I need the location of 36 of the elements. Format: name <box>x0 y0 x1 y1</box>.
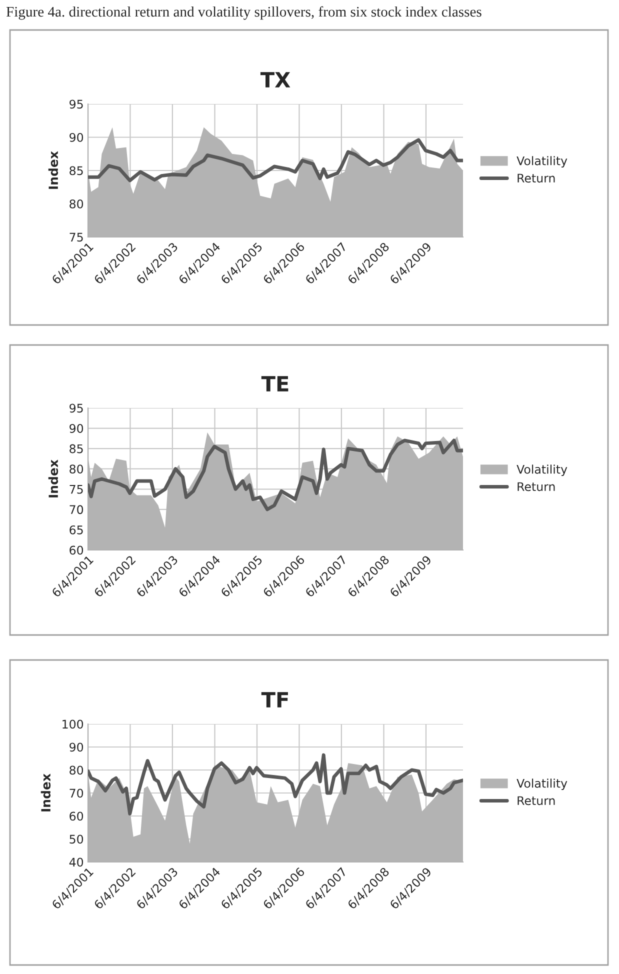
y-tick-label: 75 <box>70 232 83 242</box>
y-tick-label: 90 <box>70 424 84 433</box>
legend-label: Return <box>518 174 555 183</box>
y-tick-label: 60 <box>70 812 84 821</box>
y-tick-label: 85 <box>70 444 83 454</box>
y-tick-label: 90 <box>70 132 84 142</box>
y-tick-label: 60 <box>70 546 84 555</box>
y-tick-label: 95 <box>70 404 83 413</box>
y-tick-label: 80 <box>70 464 84 474</box>
legend-label: Volatility <box>516 156 568 168</box>
chart-title: TE <box>261 376 288 392</box>
y-tick-label: 70 <box>70 505 84 514</box>
y-tick-label: 85 <box>70 166 83 176</box>
legend-label: Volatility <box>516 778 568 790</box>
y-axis-title: Index <box>48 151 58 189</box>
chart-title: TX <box>260 72 290 88</box>
line-series <box>88 753 463 816</box>
y-tick-label: 100 <box>62 720 84 729</box>
line-series <box>88 438 463 512</box>
y-tick-label: 65 <box>70 525 83 534</box>
y-axis-title: Index <box>48 460 58 498</box>
chart-title: TF <box>261 692 288 708</box>
y-tick-label: 80 <box>70 199 84 208</box>
legend-label: Volatility <box>516 464 568 476</box>
y-tick-label: 90 <box>70 742 84 752</box>
legend-label: Return <box>518 796 555 806</box>
y-tick-label: 75 <box>70 485 83 494</box>
caption: Figure 4a. directional return and volatility spillovers, from six stock index classes <box>6 6 482 20</box>
y-axis-title: Index <box>40 774 51 812</box>
y-tick-label: 80 <box>70 766 84 775</box>
y-tick-label: 50 <box>70 834 84 844</box>
y-tick-label: 40 <box>69 858 84 867</box>
y-tick-label: 95 <box>70 100 83 109</box>
y-tick-label: 70 <box>70 788 84 798</box>
legend-label: Return <box>518 482 555 492</box>
line-series <box>88 138 463 182</box>
